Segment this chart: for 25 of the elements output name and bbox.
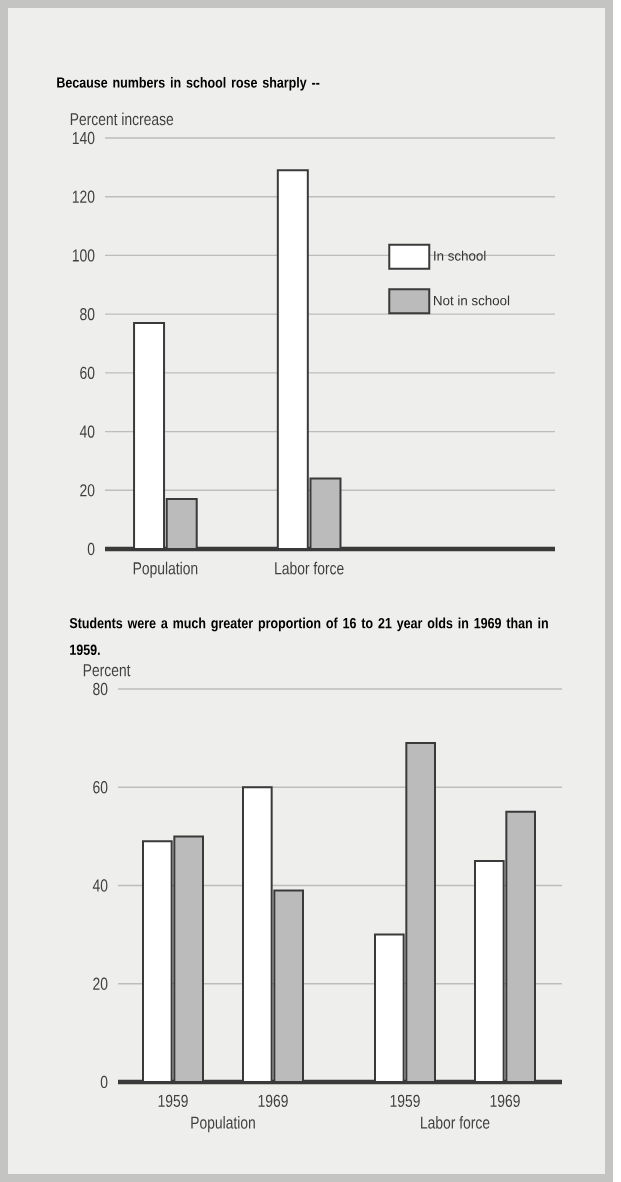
y-tick-label: 0 [100, 1075, 108, 1089]
x-tick-label: 1959 [158, 1094, 188, 1107]
text: Population [191, 1116, 255, 1133]
y-tick-label: 40 [92, 879, 108, 892]
x-tick-label: 1959 [390, 1094, 420, 1107]
y-tick-label: 140 [72, 131, 95, 145]
x-tick-label: 1969 [258, 1094, 288, 1107]
chart-title: Because numbers in school rose sharply -- [57, 76, 320, 91]
y-axis-title: Percent increase [70, 112, 174, 126]
x-tick-label: 1969 [490, 1094, 520, 1107]
y-tick-label: 120 [72, 190, 95, 203]
y-tick-label: 100 [72, 249, 95, 262]
y-tick-label: 20 [93, 977, 108, 990]
y-tick-label: 0 [87, 542, 95, 556]
y-tick-label: 80 [93, 682, 108, 696]
legend-label: Not in school [434, 295, 510, 306]
legend-label: In school [434, 250, 486, 261]
y-tick-label: 20 [80, 484, 95, 497]
y-tick-label: 60 [80, 366, 95, 379]
y-tick-label: 60 [93, 781, 108, 794]
y-axis-title: Percent [83, 664, 131, 677]
chart-title: Students were a much greater proportion of 16 to 21 year olds in 1969 than in 1959. [69, 617, 548, 655]
text: Labor force [421, 1116, 490, 1129]
y-tick-label: 80 [80, 308, 95, 321]
y-tick-label: 40 [79, 425, 95, 438]
